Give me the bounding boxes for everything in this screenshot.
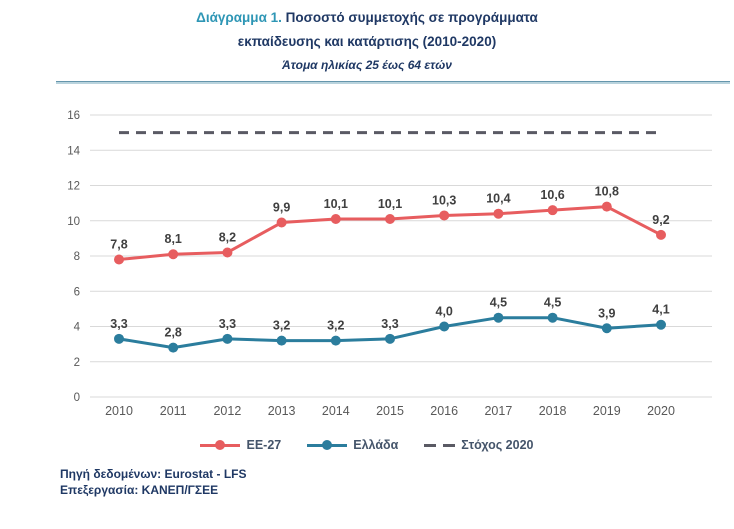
y-axis-tick-label: 6 [74, 286, 80, 298]
greece-point [601, 323, 612, 334]
greece-point [168, 342, 179, 353]
data-label: 10,1 [324, 197, 348, 211]
data-label: 3,2 [327, 319, 344, 333]
greece-point [385, 333, 395, 344]
greece-point [493, 312, 504, 323]
ee27-point [222, 247, 233, 258]
y-axis-tick-label: 8 [74, 251, 80, 263]
data-label: 7,8 [110, 238, 127, 252]
greece-point [439, 321, 450, 332]
chart-legend: EE-27 Ελλάδα Στόχος 2020 [0, 438, 734, 452]
header-divider [56, 81, 730, 84]
data-label: 10,8 [595, 185, 619, 199]
data-label: 10,4 [486, 192, 510, 206]
x-axis-year-label: 2012 [213, 404, 241, 418]
chart-canvas: 0 2 4 6 8 10 12 14 16 7,8 8,1 8,2 9,9 10,1 10,1 10,3 10,… [67, 110, 712, 418]
data-label: 4,5 [544, 296, 561, 310]
chart-subtitle: Άτομα ηλικίας 25 έως 64 ετών [282, 58, 452, 72]
greece-point [276, 335, 287, 346]
participation-line-chart: 0 2 4 6 8 10 12 14 16 7,8 8,1 8,2 9,9 10,1 10,1 10,3 10,… [0, 95, 734, 435]
x-axis-year-label: 2019 [593, 404, 621, 418]
data-label: 4,1 [652, 303, 669, 317]
greece-line-marker-swatch [307, 440, 348, 450]
chart-title-line-2: εκπαίδευσης και κατάρτισης (2010-2020) [237, 34, 497, 49]
data-label: 10,6 [540, 188, 564, 202]
chart-title-line-1: Διάγραμμα 1. Ποσοστό συμμετοχής σε προγρ… [0, 6, 734, 30]
x-axis-year-label: 2016 [430, 404, 458, 418]
ee27-point [493, 208, 504, 219]
legend-item-target: Στόχος 2020 [424, 438, 534, 452]
target-dash-segment [443, 443, 456, 447]
data-label: 3,2 [273, 319, 290, 333]
ee27-point [385, 213, 395, 224]
ee27-point [168, 249, 179, 260]
x-axis-year-label: 2013 [268, 404, 296, 418]
legend-label-ee27: EE-27 [246, 438, 282, 452]
x-axis-year-label: 2015 [376, 404, 404, 418]
data-label: 8,2 [219, 230, 236, 244]
greece-point [222, 333, 233, 344]
greece-marker-sample [322, 440, 333, 450]
data-label: 3,9 [598, 306, 615, 320]
ee27-marker-sample [215, 440, 226, 450]
greece-point [656, 319, 666, 330]
ee27-point [601, 201, 612, 212]
chart-header: Διάγραμμα 1. Ποσοστό συμμετοχής σε προγρ… [0, 6, 734, 76]
ee27-point [276, 217, 287, 228]
x-axis-year-label: 2014 [322, 404, 350, 418]
x-axis-year-label: 2020 [647, 404, 675, 418]
data-label: 9,9 [273, 201, 290, 215]
x-axis-year-label: 2011 [160, 404, 187, 418]
target-dash-swatch [424, 443, 456, 447]
legend-label-target: Στόχος 2020 [461, 438, 534, 452]
data-label: 10,1 [378, 197, 402, 211]
y-axis-tick-label: 16 [67, 110, 80, 122]
y-axis-tick-label: 4 [74, 322, 81, 334]
data-label: 8,1 [165, 232, 182, 246]
legend-item-greece: Ελλάδα [307, 438, 398, 452]
greece-point [547, 312, 558, 323]
chart-title-rest: Ποσοστό συμμετοχής σε προγράμματα [281, 10, 538, 25]
y-axis-tick-label: 2 [74, 357, 80, 369]
x-axis-year-label: 2017 [484, 404, 512, 418]
legend-item-ee27: EE-27 [200, 438, 281, 452]
greece-point [114, 333, 124, 344]
data-label: 3,3 [381, 317, 398, 331]
chart-footer: Πηγή δεδομένων: Eurostat - LFS Επεξεργασ… [60, 466, 247, 498]
chart-title-accent: Διάγραμμα 1. [196, 10, 282, 25]
data-source-note: Πηγή δεδομένων: Eurostat - LFS [60, 467, 247, 481]
y-axis-tick-label: 12 [67, 181, 80, 193]
x-axis-year-label: 2010 [105, 404, 133, 418]
ee27-point [547, 205, 558, 216]
ee27-point [439, 210, 450, 221]
data-label: 3,3 [219, 317, 236, 331]
x-axis-year-label: 2018 [539, 404, 567, 418]
ee27-point [656, 229, 666, 240]
ee27-point [330, 213, 341, 224]
ee27-point [114, 254, 124, 265]
greece-point [330, 335, 341, 346]
y-axis-tick-label: 10 [67, 216, 80, 228]
legend-label-greece: Ελλάδα [353, 438, 399, 452]
data-label: 4,5 [490, 296, 507, 310]
y-axis-tick-label: 14 [67, 145, 80, 157]
data-label: 10,3 [432, 193, 456, 207]
target-dash-segment [424, 443, 437, 447]
ee27-line-marker-swatch [200, 440, 241, 450]
data-label: 4,0 [436, 305, 453, 319]
y-axis-tick-label: 0 [74, 392, 80, 404]
processing-note: Επεξεργασία: ΚΑΝΕΠ/ΓΣΕΕ [60, 483, 219, 497]
data-label: 3,3 [110, 317, 127, 331]
data-label: 9,2 [652, 213, 669, 227]
data-label: 2,8 [165, 326, 182, 340]
